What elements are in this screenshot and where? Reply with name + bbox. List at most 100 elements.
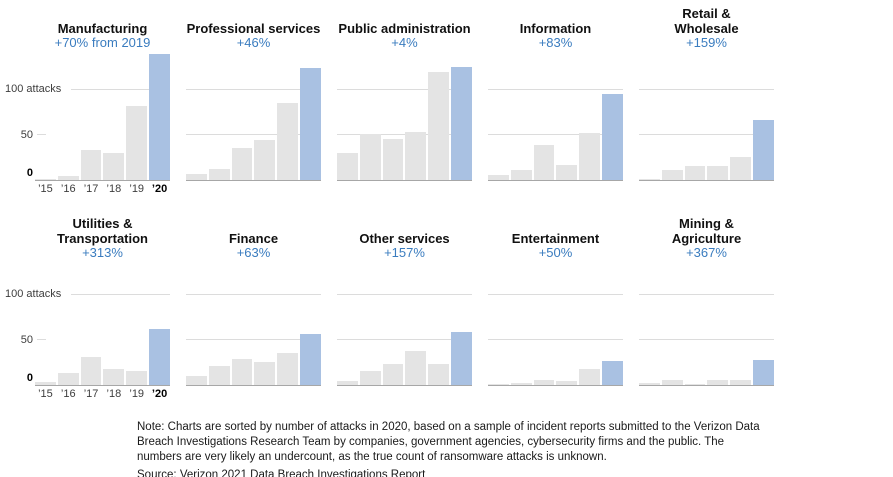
plot-area xyxy=(639,291,774,386)
bar-19-value-18 xyxy=(579,369,601,385)
bars-group xyxy=(639,360,774,385)
chart-change-label: +4% xyxy=(391,35,418,50)
bar-20-value-27 xyxy=(602,361,623,385)
bar-16-value-12 xyxy=(208,169,230,180)
gridline-100 xyxy=(71,294,170,295)
bar-20-value-95 xyxy=(602,94,623,180)
bar-16-value-13 xyxy=(57,373,79,385)
bar-18-value-30 xyxy=(103,153,125,180)
gridline-100 xyxy=(337,294,472,295)
plot-area: 100 attacks 50 0 xyxy=(5,53,170,181)
x-axis-labels: ’15 ’16 ’17 ’18 ’19 ’20 xyxy=(35,386,170,402)
bar-15-value-10 xyxy=(186,376,207,385)
chart-change-label: +313% xyxy=(82,245,123,260)
x-axis-label-20: ’20 xyxy=(151,388,168,400)
chart-title: Information xyxy=(519,21,592,36)
bar-16-value-11 xyxy=(661,170,683,180)
bar-19-value-6 xyxy=(730,380,752,385)
x-axis-labels: ’15 ’16 ’17 ’18 ’19 ’20 xyxy=(35,181,170,197)
bar-18-value-17 xyxy=(556,165,578,180)
chart-change-label: +83% xyxy=(538,35,573,50)
plot-area xyxy=(488,291,623,386)
chart-title: Utilities & Transportation xyxy=(56,216,148,246)
chart-entertainment: Entertainment +50% xyxy=(488,216,623,402)
chart-change-label: +367% xyxy=(686,245,727,260)
bar-20-value-57 xyxy=(300,334,321,385)
bar-20-value-124 xyxy=(300,68,321,180)
bar-17-value-39 xyxy=(533,145,555,180)
gridline-50 xyxy=(37,134,46,135)
x-axis-label-17: ’17 xyxy=(83,183,99,195)
bars-group xyxy=(488,94,623,180)
bar-15-value-30 xyxy=(337,153,358,180)
bar-19-value-82 xyxy=(126,106,148,180)
bar-18-value-53 xyxy=(405,132,427,180)
bar-18-value-44 xyxy=(254,140,276,180)
chart-title: Retail & Wholesale xyxy=(674,6,739,36)
bars-group xyxy=(35,329,170,385)
y-axis-label-50: 50 xyxy=(20,334,33,346)
bar-16-value-16 xyxy=(359,371,381,385)
chart-title: Other services xyxy=(359,231,450,246)
gridline-50 xyxy=(186,134,321,135)
chart-change-label: +70% from 2019 xyxy=(54,35,151,50)
chart-retail-wholesale: Retail & Wholesale +159% xyxy=(639,6,774,197)
bar-15-value-2 xyxy=(639,383,660,385)
chart-information: Information +83% xyxy=(488,6,623,197)
gridline-100 xyxy=(337,89,472,90)
y-axis-label-100-attacks: 100 attacks xyxy=(5,83,65,96)
bar-18-value-38 xyxy=(405,351,427,385)
x-axis-label-17: ’17 xyxy=(83,388,99,400)
bar-19-value-26 xyxy=(730,157,752,180)
bar-19-value-23 xyxy=(428,364,450,385)
y-axis-label-50: 50 xyxy=(20,129,33,141)
x-axis-label-20: ’20 xyxy=(151,183,168,195)
bar-17-value-5 xyxy=(533,380,555,385)
plot-area xyxy=(337,53,472,181)
bar-20-value-140 xyxy=(149,54,170,180)
bar-19-value-52 xyxy=(579,133,601,180)
bar-20-value-125 xyxy=(451,67,472,180)
gridline-50 xyxy=(488,339,623,340)
x-axis-label-15: ’15 xyxy=(38,388,53,400)
bar-17-value-15 xyxy=(684,166,706,180)
bar-17-value-29 xyxy=(231,359,253,385)
bar-16-value-11 xyxy=(510,170,532,180)
y-axis-label-0: 0 xyxy=(26,167,33,179)
plot-area xyxy=(337,291,472,386)
plot-area: 100 attacks 50 0 xyxy=(5,288,170,386)
chart-mining-agriculture: Mining & Agriculture +367% xyxy=(639,216,774,402)
gridline-50 xyxy=(488,134,623,135)
bar-15-value-1 xyxy=(35,179,56,180)
bar-20-value-28 xyxy=(753,360,774,385)
chart-title: Public administration xyxy=(338,21,471,36)
bar-17-value-36 xyxy=(231,148,253,180)
source-text: Source: Verizon 2021 Data Breach Investi… xyxy=(137,469,426,477)
bar-15-value-3 xyxy=(35,382,56,385)
gridline-100 xyxy=(186,294,321,295)
chart-change-label: +46% xyxy=(236,35,271,50)
bar-17-value-33 xyxy=(80,150,102,180)
bar-16-value-51 xyxy=(359,134,381,180)
gridline-50 xyxy=(337,339,472,340)
chart-finance: Finance +63% xyxy=(186,216,321,402)
chart-title: Mining & Agriculture xyxy=(671,216,742,246)
bar-19-value-85 xyxy=(277,103,299,180)
bars-group xyxy=(35,54,170,180)
bar-19-value-120 xyxy=(428,72,450,180)
plot-area xyxy=(639,53,774,181)
chart-change-label: +50% xyxy=(538,245,573,260)
bar-20-value-67 xyxy=(753,120,774,180)
plot-area xyxy=(488,53,623,181)
gridline-100 xyxy=(639,294,774,295)
chart-title: Finance xyxy=(228,231,279,246)
bar-16-value-21 xyxy=(208,366,230,385)
bar-18-value-25 xyxy=(254,362,276,385)
x-axis-label-15: ’15 xyxy=(38,183,53,195)
x-axis-label-19: ’19 xyxy=(129,388,145,400)
chart-manufacturing: Manufacturing +70% from 2019 100 attacks 50… xyxy=(5,6,170,197)
chart-professional-services: Professional services +46% xyxy=(186,6,321,197)
gridline-50 xyxy=(37,339,46,340)
x-axis-label-18: ’18 xyxy=(106,183,122,195)
